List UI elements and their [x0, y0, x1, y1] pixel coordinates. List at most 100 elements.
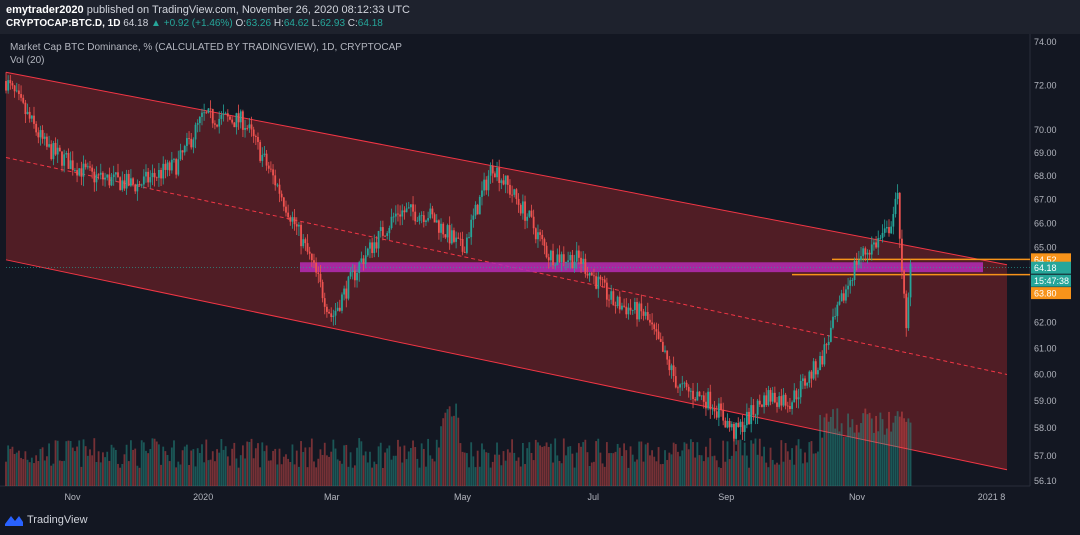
- candle-body: [597, 276, 600, 289]
- volume-bar: [545, 442, 548, 486]
- candle-body: [263, 153, 266, 155]
- volume-bar: [222, 449, 225, 486]
- candle-body: [300, 224, 302, 247]
- volume-bar: [431, 458, 434, 486]
- volume-bar: [855, 424, 858, 486]
- volume-bar: [849, 427, 852, 486]
- volume-bar: [565, 455, 567, 486]
- candle-body: [142, 176, 145, 185]
- volume-bar: [373, 461, 376, 486]
- volume-bar: [515, 460, 518, 486]
- volume-bar: [862, 413, 865, 486]
- candle-body: [386, 233, 389, 236]
- volume-bar: [106, 451, 109, 486]
- candle-body: [183, 145, 186, 153]
- candle-body: [825, 344, 828, 346]
- volume-bar: [556, 455, 559, 486]
- volume-bar: [308, 447, 311, 486]
- volume-bar: [242, 445, 244, 486]
- y-tick-label: 62.00: [1034, 317, 1057, 327]
- candle-body: [403, 210, 406, 213]
- candle-body: [270, 168, 272, 170]
- candle-body: [198, 116, 201, 124]
- candle-body: [767, 390, 770, 406]
- volume-bar: [709, 438, 712, 486]
- volume-bar: [259, 467, 262, 486]
- candle-body: [655, 329, 658, 332]
- candle-body: [89, 166, 91, 168]
- candle-body: [336, 307, 339, 311]
- volume-bar: [93, 438, 96, 486]
- volume-bar: [207, 460, 210, 486]
- candle-body: [18, 90, 20, 95]
- candle-body: [771, 392, 774, 402]
- candle-body: [905, 293, 908, 329]
- volume-bar: [795, 445, 798, 486]
- volume-bar: [715, 460, 718, 486]
- candle-body: [317, 272, 320, 274]
- volume-bar: [696, 442, 699, 486]
- candle-body: [261, 154, 264, 161]
- candle-body: [252, 129, 255, 137]
- price-label-bg: [1031, 274, 1071, 287]
- volume-bar: [851, 419, 854, 486]
- candle-body: [504, 175, 507, 185]
- candle-body: [463, 251, 466, 253]
- volume-bar: [102, 452, 104, 486]
- candle-body: [511, 194, 514, 196]
- x-tick-label: 2021: [978, 492, 998, 502]
- volume-bar: [883, 434, 886, 486]
- candle-body: [776, 402, 778, 407]
- candle-body: [121, 180, 124, 190]
- volume-bar: [58, 460, 61, 486]
- candle-body: [638, 303, 641, 320]
- volume-bar: [666, 460, 669, 486]
- candle-body: [735, 423, 737, 439]
- volume-bar: [37, 461, 40, 486]
- candle-body: [332, 315, 335, 318]
- volume-bar: [405, 459, 408, 486]
- candle-body: [216, 124, 218, 127]
- volume-bar: [573, 467, 576, 486]
- candle-body: [375, 242, 378, 249]
- candle-body: [489, 165, 492, 176]
- candle-body: [879, 237, 882, 239]
- volume-bar: [250, 438, 253, 486]
- volume-bar: [379, 442, 382, 486]
- volume-bar: [720, 467, 722, 486]
- candle-body: [99, 172, 102, 175]
- volume-bar: [123, 454, 126, 486]
- candle-body: [616, 296, 619, 307]
- candle-body: [343, 288, 346, 295]
- candle-body: [369, 242, 371, 249]
- author-name[interactable]: emytrader2020: [6, 4, 84, 16]
- candle-body: [515, 189, 518, 199]
- volume-bar: [493, 454, 496, 486]
- volume-bar: [323, 442, 326, 486]
- candle-body: [565, 261, 567, 263]
- volume-bar: [896, 411, 899, 486]
- volume-bar: [483, 449, 486, 486]
- candle-body: [328, 311, 330, 314]
- price-chart[interactable]: 74.00 72.00 70.00 69.00 68.00 67.00 66.00 65.00…: [0, 34, 1080, 514]
- candle-body: [571, 254, 574, 269]
- volume-bar: [808, 442, 811, 486]
- candle-body: [845, 289, 847, 301]
- volume-bar: [866, 414, 869, 486]
- volume-bar: [659, 464, 662, 486]
- top-bar: emytrader2020 published on TradingView.c…: [0, 0, 1080, 34]
- candle-body: [175, 159, 178, 175]
- close-value: 64.18: [357, 18, 383, 29]
- candle-body: [683, 382, 686, 384]
- candle-body: [465, 237, 468, 253]
- candle-body: [136, 184, 139, 192]
- candle-body: [659, 338, 662, 342]
- candle-body: [862, 248, 865, 257]
- volume-bar: [793, 464, 796, 486]
- volume-bar: [750, 440, 753, 486]
- candle-body: [168, 162, 171, 171]
- candle-body: [289, 217, 292, 222]
- candle-body: [409, 204, 412, 208]
- volume-bar: [506, 449, 509, 486]
- volume-bar: [502, 451, 505, 486]
